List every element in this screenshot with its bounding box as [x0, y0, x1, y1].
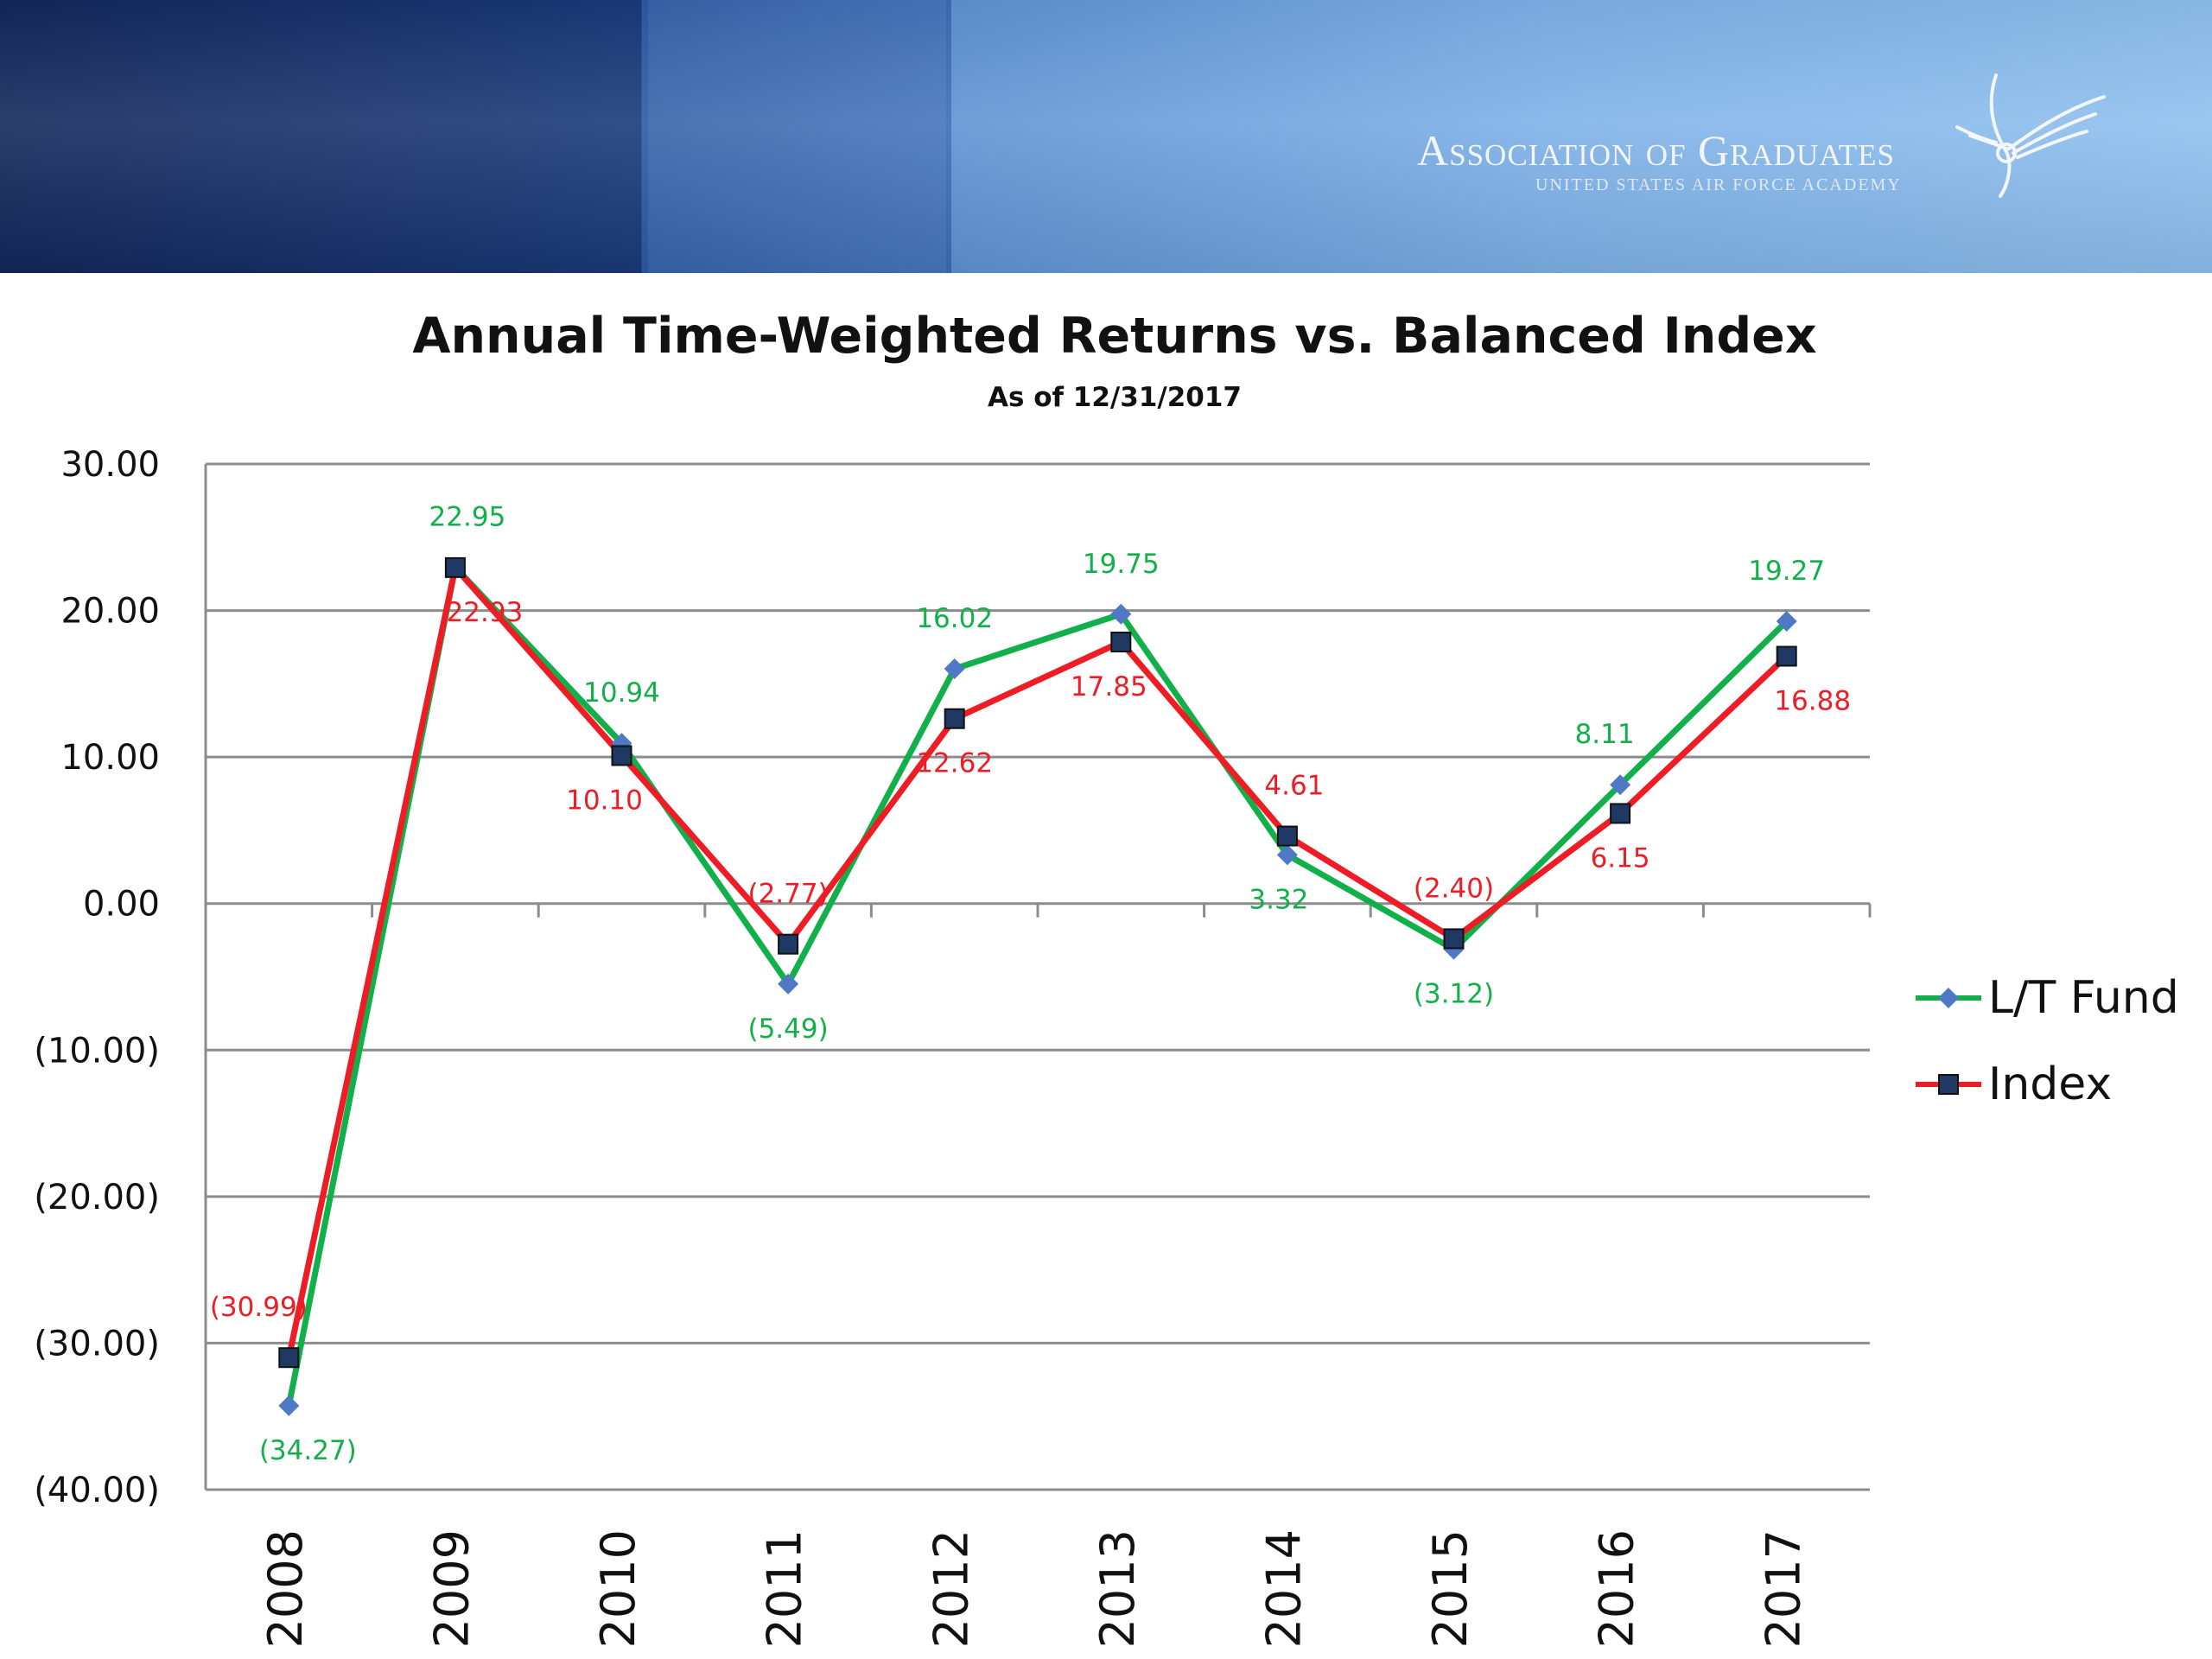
data-point-lt-fund [778, 973, 799, 995]
x-tick-label: 2014 [1257, 1529, 1312, 1648]
data-label-index: 12.62 [916, 748, 993, 779]
data-label-lt-fund: 10.94 [583, 677, 660, 709]
x-tick-label: 2015 [1423, 1529, 1478, 1648]
data-label-lt-fund: (34.27) [259, 1435, 357, 1466]
data-point-index [1110, 632, 1132, 653]
data-point-lt-fund [944, 658, 965, 680]
data-point-index [444, 556, 466, 578]
banner-shade [0, 0, 2212, 273]
data-label-index: 10.10 [566, 785, 643, 816]
data-point-index [778, 933, 799, 955]
data-label-lt-fund: (5.49) [747, 1014, 828, 1045]
y-tick-label: 30.00 [60, 445, 160, 485]
data-label-index: (30.99) [210, 1292, 308, 1323]
data-label-lt-fund: 16.02 [916, 603, 993, 634]
banner-band [648, 0, 946, 273]
data-label-index: 6.15 [1591, 842, 1650, 874]
data-point-lt-fund [1110, 603, 1132, 625]
x-tick-label: 2011 [758, 1529, 812, 1648]
data-labels: (34.27) 22.95 10.94 (5.49) 16.02 19.75 3.32 (3.… [210, 502, 1851, 1466]
y-tick-labels: 30.00 20.00 10.00 0.00 (10.00) (20.00) (30.00)… [34, 445, 160, 1510]
y-tick-label: (10.00) [34, 1031, 160, 1071]
x-tick-label: 2009 [425, 1529, 480, 1648]
data-label-lt-fund: 3.32 [1249, 884, 1308, 915]
chart-subtitle: As of 12/31/2017 [987, 382, 1242, 413]
y-tick-label: 0.00 [83, 885, 160, 925]
data-label-lt-fund: (3.12) [1414, 979, 1494, 1010]
x-tick-labels: 2008 2009 2010 2011 2012 2013 2014 2015 2016 2017 [258, 1529, 1810, 1648]
org-subtitle: UNITED STATES AIR FORCE ACADEMY [1535, 175, 1902, 194]
x-tick-label: 2010 [591, 1529, 645, 1648]
wings-icon [1955, 73, 2106, 198]
data-point-lt-fund [278, 1395, 300, 1416]
org-name: Association of Graduates [1417, 126, 1895, 175]
axes [204, 464, 1872, 1490]
x-tick-label: 2013 [1090, 1529, 1145, 1648]
data-point-index [1276, 825, 1298, 847]
x-tick-label: 2012 [924, 1529, 978, 1648]
legend-item-index: Index [1914, 1058, 2112, 1110]
legend-label-lt-fund: L/T Fund [1988, 972, 2179, 1024]
y-tick-label: (20.00) [34, 1178, 160, 1217]
x-tick-label: 2017 [1756, 1529, 1810, 1648]
y-tick-label: (40.00) [34, 1471, 160, 1510]
data-point-index [1443, 928, 1465, 950]
data-label-index: 17.85 [1071, 671, 1147, 702]
data-point-index [1776, 645, 1797, 667]
y-tick-label: (30.00) [34, 1324, 160, 1363]
data-point-index [611, 745, 632, 766]
data-label-index: 22.93 [447, 597, 524, 628]
legend-label-index: Index [1988, 1058, 2113, 1110]
data-label-index: (2.77) [747, 879, 828, 910]
data-label-index: 4.61 [1264, 771, 1324, 802]
legend-item-lt-fund: L/T Fund [1914, 972, 2179, 1024]
data-label-lt-fund: 8.11 [1575, 719, 1635, 750]
data-label-lt-fund: 22.95 [429, 502, 506, 533]
legend-swatch-index [1916, 1074, 1981, 1095]
data-point-lt-fund [1610, 774, 1631, 796]
data-label-lt-fund: 19.75 [1083, 549, 1160, 580]
series-lines [285, 564, 1789, 1407]
data-label-index: 16.88 [1774, 685, 1851, 716]
series-line-index [285, 564, 1789, 1358]
data-label-index: (2.40) [1414, 873, 1494, 904]
series-markers [278, 556, 1797, 1416]
data-point-index [1610, 803, 1631, 824]
y-tick-label: 10.00 [60, 738, 160, 778]
legend-swatch-lt-fund [1916, 988, 1981, 1008]
x-tick-label: 2016 [1590, 1529, 1644, 1648]
data-point-lt-fund [1276, 844, 1298, 866]
data-point-index [278, 1347, 300, 1369]
y-tick-label: 20.00 [60, 592, 160, 632]
header-banner: Association of Graduates UNITED STATES A… [0, 0, 2212, 273]
data-point-index [944, 708, 965, 729]
org-logo: Association of Graduates UNITED STATES A… [1417, 73, 2108, 220]
data-point-lt-fund [1776, 610, 1797, 632]
series-line-lt-fund [285, 564, 1789, 1407]
data-label-lt-fund: 19.27 [1748, 556, 1825, 587]
chart-title: Annual Time-Weighted Returns vs. Balance… [412, 308, 1817, 365]
x-tick-label: 2008 [258, 1529, 313, 1648]
